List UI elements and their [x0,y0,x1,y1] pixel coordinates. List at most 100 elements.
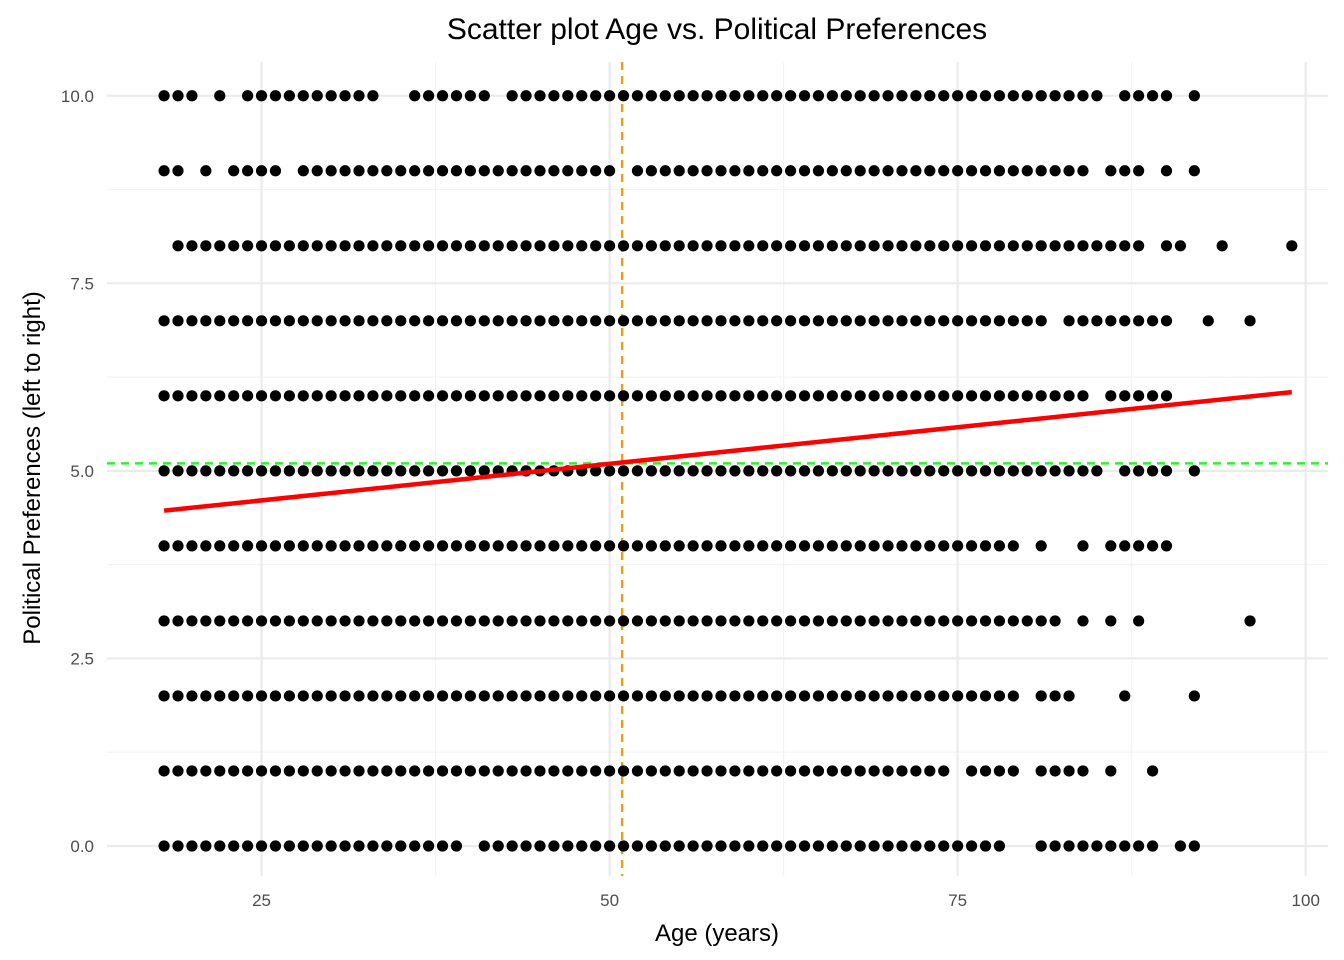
scatter-point [423,615,435,627]
scatter-point [1119,690,1131,702]
scatter-point [367,315,379,327]
scatter-point [492,540,504,552]
scatter-point [255,540,268,552]
scatter-point [840,315,852,327]
scatter-point [840,615,852,627]
scatter-point [701,240,713,252]
scatter-point [784,615,797,627]
scatter-point [882,765,894,777]
scatter-point [1021,240,1033,252]
scatter-point [367,90,379,102]
scatter-point [269,90,282,102]
scatter-point [311,165,323,177]
scatter-point [423,90,435,102]
scatter-point [325,690,337,702]
scatter-point [896,390,908,402]
scatter-point [576,840,588,852]
scatter-point [910,315,922,327]
scatter-point [687,315,699,327]
scatter-point [506,840,518,852]
scatter-point [1286,240,1298,252]
scatter-point [1035,615,1047,627]
scatter-point [409,390,421,402]
scatter-point [673,765,685,777]
scatter-point [979,840,992,852]
scatter-point [993,540,1006,552]
x-tick-label: 50 [600,891,619,910]
scatter-point [450,540,463,552]
scatter-point [1133,540,1145,552]
scatter-point [631,840,644,852]
scatter-point [353,90,365,102]
scatter-point [423,690,435,702]
scatter-point [1007,540,1019,552]
scatter-point [617,240,630,252]
scatter-point [1091,90,1103,102]
scatter-point [798,165,811,177]
scatter-point [381,765,393,777]
scatter-point [172,840,184,852]
scatter-point [158,690,170,702]
scatter-point [1063,690,1075,702]
scatter-point [1049,240,1061,252]
scatter-point [395,690,407,702]
scatter-point [269,315,282,327]
scatter-point [924,690,936,702]
scatter-point [1091,465,1103,477]
scatter-point [283,465,295,477]
scatter-point [1188,840,1200,852]
scatter-point [297,465,309,477]
scatter-point [214,540,226,552]
scatter-point [840,165,852,177]
scatter-point [952,240,964,252]
scatter-point [840,390,852,402]
scatter-point [729,840,741,852]
scatter-point [548,240,560,252]
scatter-point [729,765,741,777]
scatter-point [492,615,504,627]
tick-labels: 25 50 75 100 0.0 2.5 5.0 7.5 10.0 [61,87,1320,910]
scatter-point [910,165,922,177]
scatter-point [924,90,936,102]
scatter-point [450,840,463,852]
scatter-point [604,90,616,102]
scatter-point [269,165,282,177]
scatter-point [548,315,560,327]
scatter-point [826,165,838,177]
scatter-point [1160,390,1173,402]
scatter-point [450,165,463,177]
scatter-point [409,615,421,627]
scatter-point [1160,165,1173,177]
scatter-point [242,540,254,552]
scatter-point [687,240,699,252]
scatter-point [1007,465,1019,477]
scatter-point [353,615,365,627]
scatter-point [715,840,727,852]
scatter-point [478,615,490,627]
scatter-point [1146,765,1159,777]
scatter-point [436,840,449,852]
scatter-point [854,540,866,552]
scatter-point [979,240,992,252]
scatter-point [743,540,755,552]
scatter-point [659,765,671,777]
scatter-point [409,765,421,777]
scatter-point [952,165,964,177]
scatter-point [771,840,783,852]
scatter-point [409,165,421,177]
scatter-point [450,90,463,102]
scatter-point [952,540,964,552]
scatter-point [590,540,602,552]
scatter-point [952,90,964,102]
scatter-point [228,765,240,777]
scatter-point [367,690,379,702]
scatter-point [1077,615,1089,627]
scatter-point [1049,90,1061,102]
scatter-point [423,840,435,852]
scatter-point [534,540,546,552]
scatter-point [186,840,198,852]
scatter-point [1035,240,1047,252]
scatter-point [924,765,936,777]
scatter-point [436,615,449,627]
scatter-point [743,315,755,327]
